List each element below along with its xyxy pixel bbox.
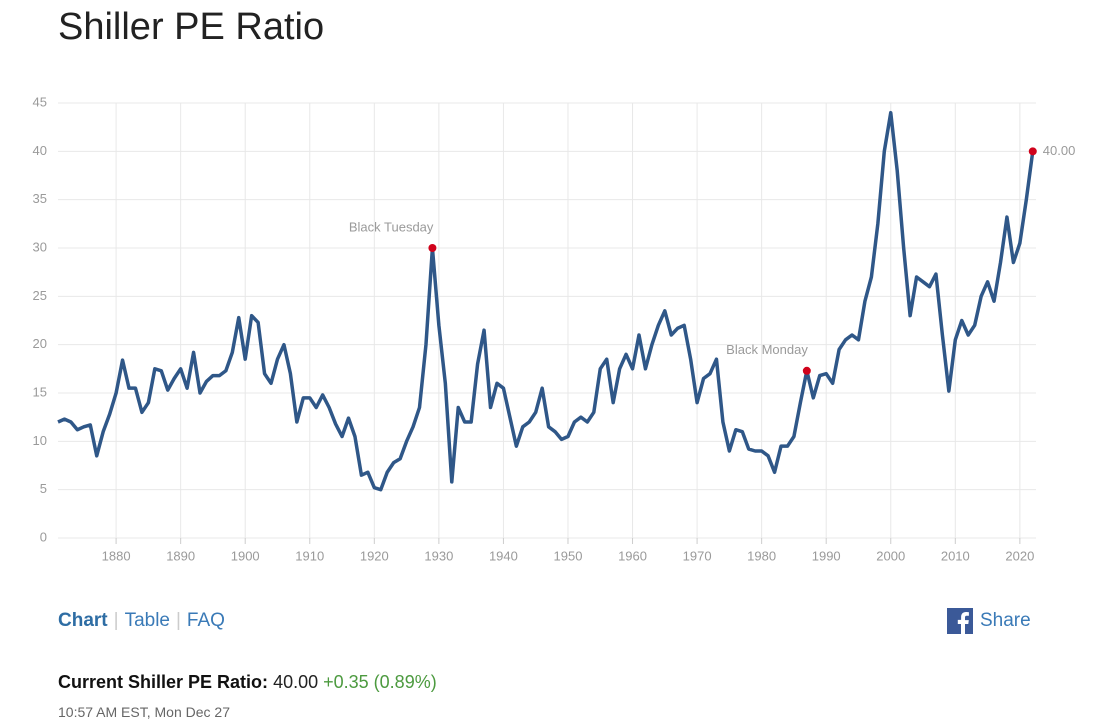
- y-tick-label: 30: [33, 239, 47, 254]
- line: [57, 110, 1035, 492]
- x-tick-label: 1970: [683, 548, 712, 563]
- share-label: Share: [980, 610, 1031, 631]
- tabs: Chart | Table | FAQ: [58, 610, 225, 632]
- annotation-label: Black Tuesday: [349, 219, 434, 234]
- x-tick-label: 1900: [231, 548, 260, 563]
- x-tick-label: 1950: [554, 548, 583, 563]
- x-tick-label: 1940: [489, 548, 518, 563]
- annotation-marker: [802, 366, 811, 375]
- annotation-label: Black Monday: [726, 342, 808, 357]
- y-tick-label: 0: [40, 529, 47, 544]
- tab[interactable]: FAQ: [186, 610, 225, 631]
- share-button[interactable]: Share: [947, 608, 1031, 634]
- y-tick-label: 25: [33, 288, 47, 303]
- y-tick-label: 35: [33, 191, 47, 206]
- y-tick-label: 20: [33, 336, 47, 351]
- separator: |: [175, 610, 181, 631]
- x-tick-label: 2000: [876, 548, 905, 563]
- x-tick-label: 1920: [360, 548, 389, 563]
- x-tick-label: 1890: [166, 548, 195, 563]
- x-tick-label: 1930: [424, 548, 453, 563]
- annotation-label: 40.00: [1043, 143, 1076, 158]
- annotation-marker: [428, 244, 437, 252]
- current-label: Current Shiller PE Ratio:: [58, 672, 269, 692]
- y-tick-label: 45: [33, 94, 47, 109]
- timestamp: 10:57 AM EST, Mon Dec 27: [58, 704, 230, 720]
- x-tick-label: 2010: [941, 548, 970, 563]
- tab[interactable]: Table: [124, 610, 170, 631]
- y-tick-label: 5: [40, 481, 47, 496]
- x-tick-label: 1980: [747, 548, 776, 563]
- x-tick-label: 2020: [1005, 548, 1034, 563]
- x-tick-label: 1880: [102, 548, 131, 563]
- x-tick-label: 1910: [295, 548, 324, 563]
- current-number: 40.00: [273, 672, 319, 692]
- x-tick-label: 1990: [812, 548, 841, 563]
- chart-title: Shiller PE Ratio: [58, 6, 325, 48]
- current-change: +0.35 (0.89%): [323, 672, 437, 692]
- facebook-icon: [947, 608, 973, 634]
- current-value: Current Shiller PE Ratio: 40.00 +0.35 (0…: [58, 672, 437, 693]
- tab[interactable]: Chart: [58, 610, 108, 631]
- annotation-marker: [1028, 147, 1037, 156]
- y-tick-label: 15: [33, 384, 47, 399]
- y-tick-label: 40: [33, 143, 47, 158]
- x-tick-label: 1960: [618, 548, 647, 563]
- chart: 0 5 10 15 20 25 30 35 40 45 1880 1890 1900 1910 1920 19…: [33, 94, 1076, 563]
- y-tick-label: 10: [33, 433, 47, 448]
- separator: |: [113, 610, 119, 631]
